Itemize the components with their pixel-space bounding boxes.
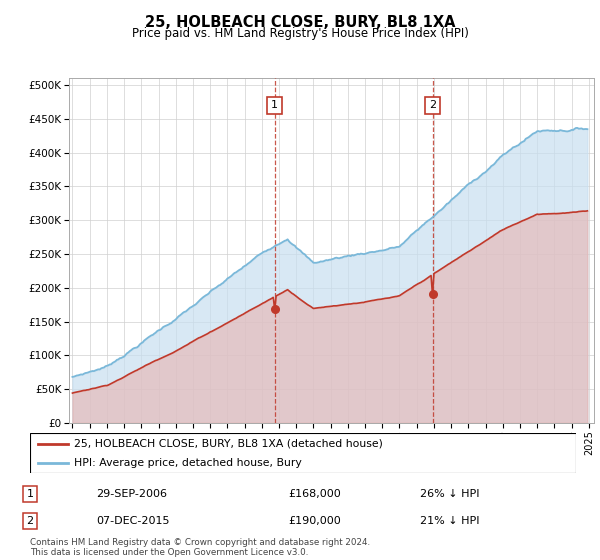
- Text: 25, HOLBEACH CLOSE, BURY, BL8 1XA: 25, HOLBEACH CLOSE, BURY, BL8 1XA: [145, 15, 455, 30]
- Text: 2: 2: [26, 516, 34, 526]
- Text: 26% ↓ HPI: 26% ↓ HPI: [420, 489, 479, 499]
- Text: Price paid vs. HM Land Registry's House Price Index (HPI): Price paid vs. HM Land Registry's House …: [131, 27, 469, 40]
- Text: HPI: Average price, detached house, Bury: HPI: Average price, detached house, Bury: [74, 458, 301, 468]
- Text: 29-SEP-2006: 29-SEP-2006: [96, 489, 167, 499]
- Text: Contains HM Land Registry data © Crown copyright and database right 2024.
This d: Contains HM Land Registry data © Crown c…: [30, 538, 370, 557]
- FancyBboxPatch shape: [30, 433, 576, 473]
- Text: £168,000: £168,000: [288, 489, 341, 499]
- Text: 1: 1: [271, 100, 278, 110]
- Text: 25, HOLBEACH CLOSE, BURY, BL8 1XA (detached house): 25, HOLBEACH CLOSE, BURY, BL8 1XA (detac…: [74, 439, 383, 449]
- Text: 07-DEC-2015: 07-DEC-2015: [96, 516, 170, 526]
- Text: 2: 2: [429, 100, 436, 110]
- Text: £190,000: £190,000: [288, 516, 341, 526]
- Text: 21% ↓ HPI: 21% ↓ HPI: [420, 516, 479, 526]
- Text: 1: 1: [26, 489, 34, 499]
